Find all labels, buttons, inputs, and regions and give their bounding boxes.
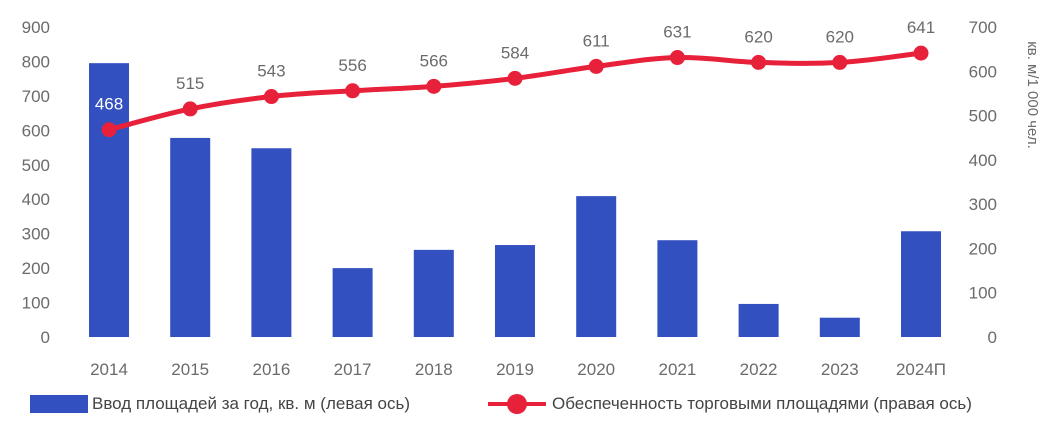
line-data-label: 556 [338, 56, 366, 75]
line-point-2018 [426, 78, 442, 94]
right-tick-label: 0 [988, 328, 997, 347]
bar-2016 [251, 148, 292, 337]
line-point-2022 [751, 54, 767, 70]
x-tick-label: 2019 [496, 360, 534, 379]
legend-item-line: Обеспеченность торговыми площадями (прав… [488, 394, 972, 414]
right-tick-label: 200 [969, 239, 997, 258]
line-point-2020 [588, 58, 604, 74]
legend: Ввод площадей за год, кв. м (левая ось) … [0, 394, 1056, 424]
line-data-label: 543 [257, 62, 285, 81]
line-data-label: 611 [583, 31, 610, 50]
x-tick-label: 2020 [577, 360, 615, 379]
left-tick-label: 100 [22, 294, 50, 313]
x-tick-label: 2023 [821, 360, 859, 379]
left-tick-label: 700 [22, 87, 50, 106]
legend-bar-swatch [30, 395, 88, 413]
bar-2017 [332, 268, 373, 337]
bar-2020 [576, 196, 617, 337]
bar-2022 [738, 303, 779, 337]
bar-2021 [657, 240, 698, 337]
left-tick-label: 500 [22, 156, 50, 175]
right-axis: 0 100 200 300 400 500 600 700 [969, 18, 997, 347]
line-data-label: 620 [744, 27, 772, 46]
bar-2023 [819, 317, 860, 337]
x-tick-label: 2015 [171, 360, 209, 379]
x-tick-label: 2021 [658, 360, 696, 379]
right-tick-label: 100 [969, 284, 997, 303]
left-axis: 0 100 200 300 400 500 600 700 800 900 [22, 18, 50, 347]
x-tick-label: 2024П [896, 360, 946, 379]
left-tick-label: 800 [22, 52, 50, 71]
line-point-2021 [669, 50, 685, 66]
left-tick-label: 600 [22, 121, 50, 140]
bar-2019 [495, 245, 535, 337]
line-data-label: 641 [907, 18, 935, 37]
line-series: 468 515 543 556 566 584 611 631 620 620 641 [95, 18, 935, 138]
x-tick-label: 2016 [252, 360, 290, 379]
x-tick-label: 2017 [334, 360, 372, 379]
left-tick-label: 0 [41, 328, 50, 347]
left-tick-label: 900 [22, 18, 50, 37]
bar-series [89, 63, 941, 338]
line-point-2023 [832, 54, 848, 70]
right-tick-label: 500 [969, 107, 997, 126]
right-tick-label: 700 [969, 18, 997, 37]
line-data-label: 584 [501, 43, 529, 62]
bar-2018 [413, 249, 454, 337]
line-point-2024П [913, 45, 929, 61]
left-tick-label: 400 [22, 190, 50, 209]
line-point-2017 [345, 83, 361, 99]
x-axis: 2014 2015 2016 2017 2018 2019 2020 2021 2022 2023… [90, 360, 946, 379]
left-tick-label: 300 [22, 225, 50, 244]
x-tick-label: 2022 [740, 360, 778, 379]
bar-2015 [170, 137, 211, 337]
right-tick-label: 600 [969, 62, 997, 81]
legend-item-bars: Ввод площадей за год, кв. м (левая ось) [30, 394, 410, 414]
bar-2024П [901, 231, 941, 337]
right-tick-label: 300 [969, 195, 997, 214]
line-data-label: 566 [420, 51, 448, 70]
line-data-label: 620 [826, 27, 854, 46]
line-point-2016 [263, 89, 279, 105]
line-point-2019 [507, 70, 523, 86]
x-tick-label: 2014 [90, 360, 128, 379]
left-tick-label: 200 [22, 259, 50, 278]
line-point-2015 [182, 101, 198, 117]
legend-bar-label: Ввод площадей за год, кв. м (левая ось) [92, 394, 411, 413]
line-path [108, 50, 922, 133]
legend-line-label: Обеспеченность торговыми площадями (прав… [552, 394, 972, 413]
line-data-label: 468 [95, 95, 123, 114]
line-data-label: 631 [663, 23, 691, 42]
legend-line-swatch [488, 394, 546, 414]
bar-2014 [89, 63, 129, 338]
x-tick-label: 2018 [415, 360, 453, 379]
line-data-label: 515 [176, 74, 204, 93]
right-tick-label: 400 [969, 151, 997, 170]
line-point-2014 [101, 122, 117, 138]
right-axis-title: кв. м/1 000 чел. [1024, 41, 1041, 149]
